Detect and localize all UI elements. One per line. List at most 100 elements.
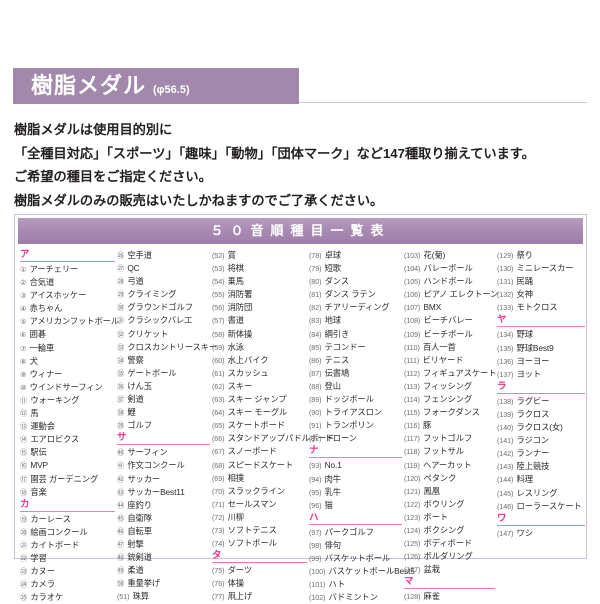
category-item[interactable]: ⑬ 運動会 <box>20 420 115 433</box>
category-item[interactable]: ⑮ 駅伝 <box>20 446 115 459</box>
category-item[interactable]: (122) ボウリング <box>404 498 495 511</box>
category-item[interactable]: (96) 猫 <box>309 499 402 512</box>
category-item[interactable]: (83) 地球 <box>309 314 402 327</box>
category-item[interactable]: (63) スキー ジャンプ <box>212 393 307 406</box>
category-item[interactable]: ㊿ 重量挙げ <box>117 577 210 590</box>
category-item[interactable]: (147) ワシ <box>497 527 585 540</box>
category-item[interactable]: ㊲ 剣道 <box>117 393 210 406</box>
category-item[interactable]: (52) 賞 <box>212 249 307 262</box>
category-item[interactable]: (120) ペタンク <box>404 472 495 485</box>
category-item[interactable]: (115) フォークダンス <box>404 406 495 419</box>
category-item[interactable]: (130) ミニレースカー <box>497 262 585 275</box>
category-item[interactable]: (140) ラクロス(女) <box>497 421 585 434</box>
category-item[interactable]: (56) 消防団 <box>212 301 307 314</box>
category-item[interactable]: (121) 鳳凰 <box>404 485 495 498</box>
category-item[interactable]: (125) ボディボード <box>404 537 495 550</box>
category-item[interactable]: (137) ヨット <box>497 368 585 381</box>
category-item[interactable]: ㊳ 鯉 <box>117 406 210 419</box>
category-item[interactable]: (143) 陸上競技 <box>497 460 585 473</box>
category-item[interactable]: ㊱ けん玉 <box>117 380 210 393</box>
category-item[interactable]: ⑥ 囲碁 <box>20 328 115 341</box>
category-item[interactable]: ㉛ クラシックバレエ <box>117 314 210 327</box>
category-item[interactable]: (109) ビーチボール <box>404 328 495 341</box>
category-item[interactable]: (116) 豚 <box>404 419 495 432</box>
category-item[interactable]: (68) スピードスケート <box>212 459 307 472</box>
category-item[interactable]: (108) ビーチバレー <box>404 314 495 327</box>
category-item[interactable]: (111) ビリヤード <box>404 354 495 367</box>
category-item[interactable]: ㉕ カラオケ <box>20 591 115 604</box>
category-item[interactable]: (94) 肉牛 <box>309 473 402 486</box>
category-item[interactable]: (51) 珠算 <box>117 590 210 603</box>
category-item[interactable]: ㉘ 弓道 <box>117 275 210 288</box>
category-item[interactable]: (124) ボクシング <box>404 524 495 537</box>
category-item[interactable]: ⑨ ウィナー <box>20 368 115 381</box>
category-item[interactable]: (145) レスリング <box>497 487 585 500</box>
category-item[interactable]: (133) モトクロス <box>497 301 585 314</box>
category-item[interactable]: (144) 料理 <box>497 473 585 486</box>
category-item[interactable]: (92) ドローン <box>309 432 402 445</box>
category-item[interactable]: (93) No.1 <box>309 459 402 472</box>
category-item[interactable]: ㉝ クロスカントリースキー <box>117 341 217 354</box>
category-item[interactable]: (139) ラクロス <box>497 408 585 421</box>
category-item[interactable]: (77) 凧上げ <box>212 590 307 603</box>
category-item[interactable]: ㉓ カヌー <box>20 565 115 578</box>
category-item[interactable]: (135) 野球Best9 <box>497 342 585 355</box>
category-item[interactable]: ㊶ 作文コンクール <box>117 459 210 472</box>
category-item[interactable]: ⑱ 音楽 <box>20 486 115 499</box>
category-item[interactable]: (98) 俳句 <box>309 539 402 552</box>
category-item[interactable]: (103) 花(菊) <box>404 249 495 262</box>
category-item[interactable]: (69) 相撲 <box>212 472 307 485</box>
category-item[interactable]: (100) バスケットボールBest5 <box>309 565 415 578</box>
category-item[interactable]: ㉗ QC <box>117 262 210 275</box>
category-item[interactable]: (101) ハト <box>309 578 402 591</box>
category-item[interactable]: (74) ソフトボール <box>212 537 307 550</box>
category-item[interactable]: ㉒ 学習 <box>20 552 115 565</box>
category-item[interactable]: (75) ダーツ <box>212 564 307 577</box>
category-item[interactable]: ⑧ 犬 <box>20 355 115 368</box>
category-item[interactable]: ㉞ 警察 <box>117 354 210 367</box>
category-item[interactable]: ㊴ ゴルフ <box>117 419 210 432</box>
category-item[interactable]: ⑦ 一輪車 <box>20 342 115 355</box>
category-item[interactable]: (64) スキー モーグル <box>212 406 307 419</box>
category-item[interactable]: ㉟ ゲートボール <box>117 367 210 380</box>
category-item[interactable]: (84) 綱引き <box>309 328 402 341</box>
category-item[interactable]: ⑫ 馬 <box>20 407 115 420</box>
category-item[interactable]: ㊸ サッカーBest11 <box>117 486 210 499</box>
category-item[interactable]: (136) ヨーヨー <box>497 355 585 368</box>
category-item[interactable]: ⑪ ウォーキング <box>20 394 115 407</box>
category-item[interactable]: (81) ダンス ラテン <box>309 288 402 301</box>
category-item[interactable]: (141) ラジコン <box>497 434 585 447</box>
category-item[interactable]: ㉖ 空手道 <box>117 249 210 262</box>
category-item[interactable]: (95) 乳牛 <box>309 486 402 499</box>
category-item[interactable]: (79) 短歌 <box>309 262 402 275</box>
category-item[interactable]: ⑰ 園芸 ガーデニング <box>20 473 115 486</box>
category-item[interactable]: (110) 百人一首 <box>404 341 495 354</box>
category-item[interactable]: (128) 麻雀 <box>404 590 495 603</box>
category-item[interactable]: (72) 川柳 <box>212 511 307 524</box>
category-item[interactable]: (85) テコンドー <box>309 341 402 354</box>
category-item[interactable]: (70) スラックライン <box>212 485 307 498</box>
category-item[interactable]: (106) ピアノ エレクトーン <box>404 288 498 301</box>
category-item[interactable]: (91) トランポリン <box>309 419 402 432</box>
category-item[interactable]: ㊵ サーフィン <box>117 446 210 459</box>
category-item[interactable]: (86) テニス <box>309 354 402 367</box>
category-item[interactable]: (131) 民踊 <box>497 275 585 288</box>
category-item[interactable]: ⑤ アメリカンフットボール <box>20 315 119 328</box>
category-item[interactable]: ㉚ グラウンドゴルフ <box>117 301 210 314</box>
category-item[interactable]: ㊼ 射撃 <box>117 538 210 551</box>
category-item[interactable]: (117) フットゴルフ <box>404 432 495 445</box>
category-item[interactable]: (54) 乗馬 <box>212 275 307 288</box>
category-item[interactable]: (71) セールスマン <box>212 498 307 511</box>
category-item[interactable]: (138) ラグビー <box>497 395 585 408</box>
category-item[interactable]: (123) ボート <box>404 511 495 524</box>
category-item[interactable]: (118) フットサル <box>404 445 495 458</box>
category-item[interactable]: ㉜ クリケット <box>117 328 210 341</box>
category-item[interactable]: ㉙ クライミング <box>117 288 210 301</box>
category-item[interactable]: ㉑ カイトボード <box>20 539 115 552</box>
category-item[interactable]: ㊹ 座釣り <box>117 499 210 512</box>
category-item[interactable]: ⑳ 絵画コンクール <box>20 526 115 539</box>
category-item[interactable]: (134) 野球 <box>497 328 585 341</box>
category-item[interactable]: (105) ハンドボール <box>404 275 495 288</box>
category-item[interactable]: ③ アイスホッケー <box>20 289 115 302</box>
category-item[interactable]: ㊷ サッカー <box>117 473 210 486</box>
